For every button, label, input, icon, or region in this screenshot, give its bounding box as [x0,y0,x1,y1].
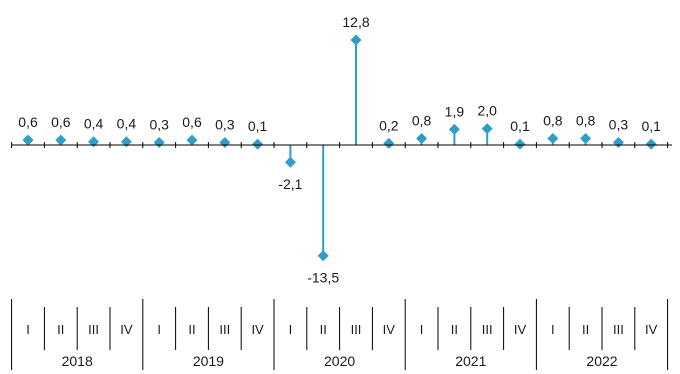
data-label: 0,3 [149,117,169,133]
data-label: -13,5 [307,270,339,286]
data-point-marker [416,132,428,144]
data-point-marker [88,136,100,148]
data-point-marker [383,137,395,149]
quarter-tick-label: IV [514,322,527,337]
data-point-marker [612,137,624,149]
data-label: 12,8 [342,14,369,30]
year-tick-label: 2021 [455,353,486,369]
quarter-tick-label: II [188,322,195,337]
quarter-tick-label: I [420,322,424,337]
quarter-tick-label: II [57,322,64,337]
data-point-marker [153,137,165,149]
quarter-tick-label: I [26,322,30,337]
year-tick-label: 2018 [62,353,93,369]
category-axis: I II III IV I II III IV I II III IV I II III IV I II III IV… [11,142,672,370]
data-label: 2,0 [477,103,497,119]
quarter-tick-label: III [613,322,624,337]
chart-marks: 0,6 0,6 0,4 0,4 0,3 0,6 0,3 0,1 -2,1 -13,5 12,8 0,2… [18,14,661,286]
data-point-marker [186,134,198,146]
data-label: -2,1 [278,176,302,192]
data-point-marker [55,134,67,146]
quarter-tick-label: I [551,322,555,337]
data-point-marker [317,250,329,262]
data-label: 0,2 [379,117,399,133]
quarter-tick-label: II [320,322,327,337]
quarter-tick-label: II [582,322,589,337]
quarter-tick-label: III [219,322,230,337]
quarter-tick-label: IV [645,322,658,337]
year-tick-label: 2020 [324,353,355,369]
data-label: 0,8 [543,112,563,128]
data-label: 1,9 [445,103,465,119]
data-label: 0,3 [609,117,629,133]
data-label: 0,1 [510,118,530,134]
data-point-marker [580,132,592,144]
quarter-tick-label: IV [251,322,264,337]
year-tick-label: 2019 [193,353,224,369]
data-label: 0,1 [248,118,268,134]
quarter-tick-label: I [157,322,161,337]
quarter-tick-label: II [451,322,458,337]
quarter-tick-label: I [289,322,293,337]
data-label: 0,3 [215,117,235,133]
data-label: 0,6 [51,114,71,130]
data-label: 0,4 [84,116,104,132]
data-point-marker [645,138,657,150]
quarter-tick-label: III [88,322,99,337]
data-label: 0,1 [641,118,661,134]
data-label: 0,6 [182,114,202,130]
data-point-marker [284,156,296,168]
data-point-marker [120,136,132,148]
data-point-marker [514,138,526,150]
data-point-marker [22,134,34,146]
data-point-marker [547,132,559,144]
data-label: 0,6 [18,114,38,130]
data-point-marker [350,34,362,46]
quarter-tick-label: III [351,322,362,337]
data-label: 0,8 [412,112,432,128]
quarter-tick-label: III [482,322,493,337]
quarter-tick-label: IV [120,322,133,337]
data-point-marker [481,123,493,135]
year-tick-label: 2022 [586,353,617,369]
data-label: 0,8 [576,112,596,128]
quarter-tick-label: IV [383,322,396,337]
data-point-marker [252,138,264,150]
data-point-marker [448,123,460,135]
data-point-marker [219,137,231,149]
data-label: 0,4 [117,116,137,132]
